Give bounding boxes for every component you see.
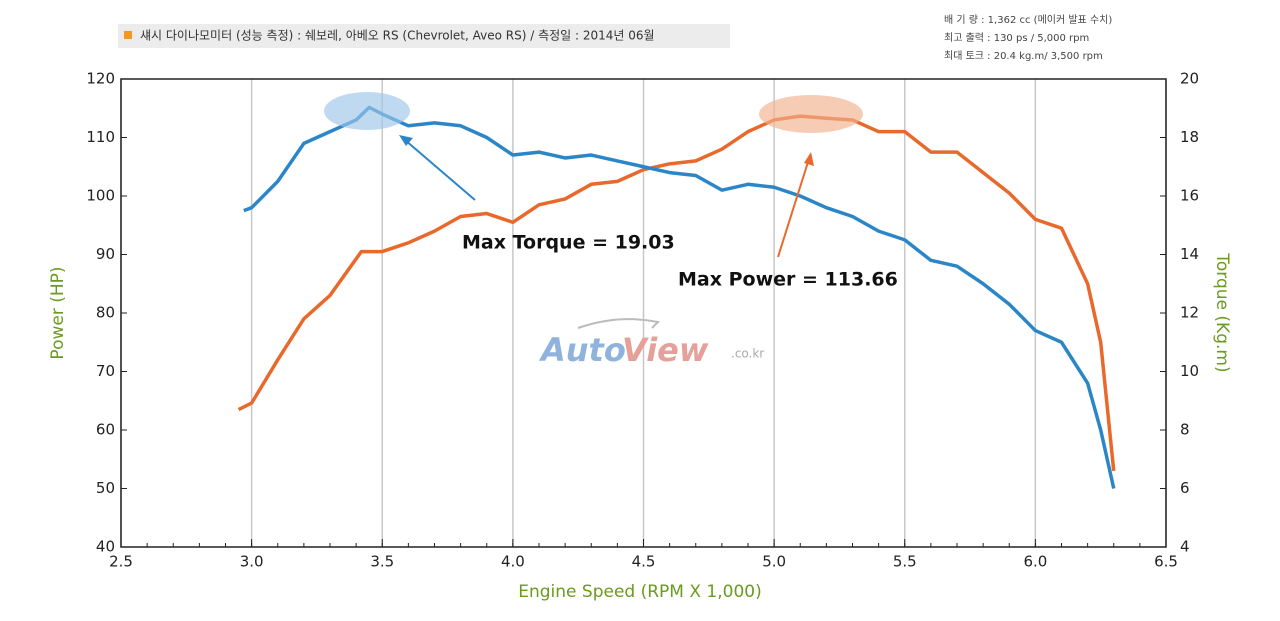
y-tick-label: 80	[96, 304, 115, 322]
line-power	[237, 114, 1116, 472]
arrow	[404, 139, 476, 201]
y-tick-label: 90	[96, 245, 115, 263]
title-marker	[124, 31, 132, 39]
watermark: Auto	[538, 331, 626, 369]
y-tick-label: 50	[96, 479, 115, 497]
y2-tick-label: 8	[1180, 421, 1190, 439]
y2-axis-label: Torque (Kg.m)	[1212, 252, 1232, 372]
y-tick-label: 120	[86, 70, 115, 88]
y2-tick-label: 18	[1180, 128, 1199, 146]
watermark: View	[622, 331, 709, 369]
note: 최대 토크 : 20.4 kg.m/ 3,500 rpm	[944, 50, 1103, 62]
note: 배 기 량 : 1,362 cc (메이커 발표 수치)	[944, 14, 1112, 26]
watermark: .co.kr	[731, 347, 764, 361]
watermark-swoosh	[577, 318, 661, 329]
x-tick-label: 3.5	[370, 553, 394, 571]
x-tick-label: 6.5	[1154, 553, 1178, 571]
y-tick-label: 60	[96, 421, 115, 439]
chart-title: 섀시 다이나모미터 (성능 측정) : 쉐보레, 아베오 RS (Chevrol…	[140, 29, 655, 43]
y2-tick-label: 16	[1180, 187, 1199, 205]
title-box	[118, 24, 730, 48]
y-tick-label: 70	[96, 362, 115, 380]
highlight	[324, 92, 410, 130]
x-tick-label: 5.5	[893, 553, 917, 571]
arrow-head	[399, 135, 413, 146]
y-tick-label: 100	[86, 187, 115, 205]
y2-tick-label: 4	[1180, 538, 1190, 556]
x-tick-label: 4.5	[632, 553, 656, 571]
note: 최고 출력 : 130 ps / 5,000 rpm	[944, 32, 1089, 44]
x-tick-label: 6.0	[1023, 553, 1047, 571]
plot: 2.5 3.0 3.5 4.0 4.5 5.0 5.5 6.0 6.5 40 50 60 70 80 90 1…	[86, 70, 1199, 571]
annotation: Max Power = 113.66	[678, 269, 898, 291]
x-tick-label: 4.0	[501, 553, 525, 571]
annotation: Max Torque = 19.03	[462, 232, 675, 254]
y2-tick-label: 20	[1180, 70, 1199, 88]
x-tick-label: 3.0	[240, 553, 264, 571]
y2-tick-label: 12	[1180, 304, 1199, 322]
x-tick-label: 5.0	[762, 553, 786, 571]
arrow-head	[804, 152, 814, 166]
y-tick-label: 40	[96, 538, 115, 556]
arrow	[777, 161, 809, 258]
y2-tick-label: 6	[1180, 479, 1190, 497]
plot-frame	[120, 78, 1167, 548]
y2-tick-label: 10	[1180, 362, 1199, 380]
y-tick-label: 110	[86, 128, 115, 146]
y-axis-label: Power (HP)	[48, 266, 68, 359]
highlight	[759, 95, 863, 133]
x-tick-label: 2.5	[109, 553, 133, 571]
y2-tick-label: 14	[1180, 245, 1199, 263]
x-axis-label: Engine Speed (RPM X 1,000)	[518, 582, 761, 602]
